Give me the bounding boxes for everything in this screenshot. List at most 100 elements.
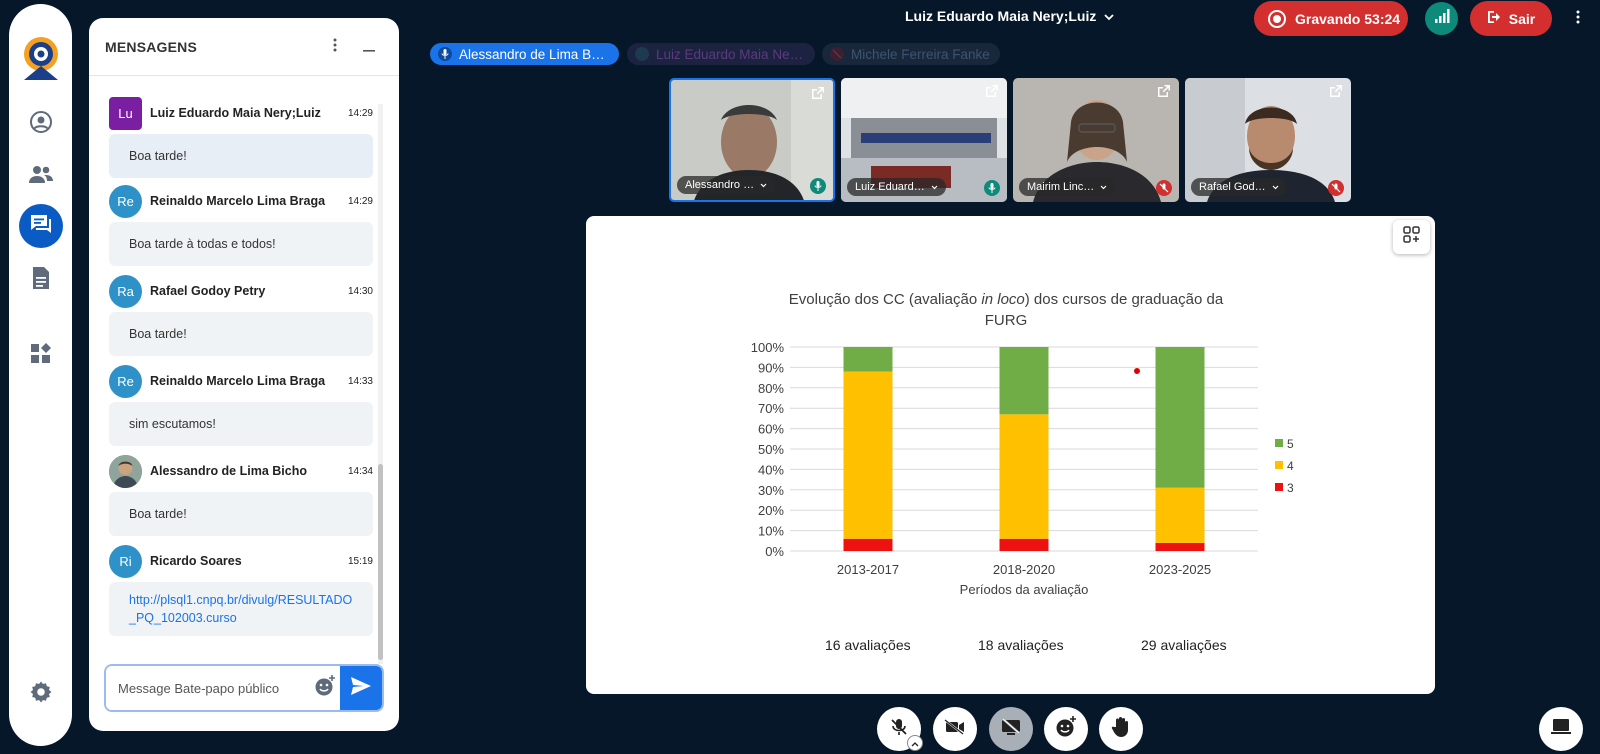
talking-indicator[interactable]: Luiz Eduardo Maia Ne… bbox=[627, 43, 815, 65]
chat-message: Re Reinaldo Marcelo Lima Braga 14:29 Boa… bbox=[109, 184, 373, 266]
presentation-icon bbox=[1551, 718, 1571, 741]
chevron-down-icon bbox=[1104, 8, 1114, 24]
avatar: Ri bbox=[109, 544, 142, 578]
popout-icon[interactable] bbox=[811, 86, 827, 102]
video-tile[interactable]: Luiz Eduard… bbox=[841, 78, 1007, 202]
y-tick-label: 60% bbox=[758, 422, 784, 437]
y-tick-label: 20% bbox=[758, 503, 784, 518]
sender-name: Reinaldo Marcelo Lima Braga bbox=[150, 194, 326, 208]
message-composer bbox=[104, 664, 384, 712]
settings-button[interactable] bbox=[19, 672, 63, 716]
signal-bars-icon bbox=[1434, 8, 1450, 29]
sender-name: Alessandro de Lima Bicho bbox=[150, 464, 307, 478]
minimize-presentation-button[interactable] bbox=[1539, 707, 1583, 751]
participant-name-text: Rafael God… bbox=[1199, 181, 1266, 193]
message-text: http://plsql1.cnpq.br/divulg/RESULTADO_P… bbox=[109, 582, 373, 636]
message-input[interactable] bbox=[106, 666, 310, 710]
talker-name: Michele Ferreira Fanke bbox=[851, 46, 990, 62]
bar-segment bbox=[999, 538, 1049, 551]
popout-icon[interactable] bbox=[1329, 84, 1345, 100]
talking-indicator[interactable]: Alessandro de Lima B… bbox=[430, 43, 619, 65]
muted-microphone-icon bbox=[1328, 180, 1344, 196]
microphone-icon bbox=[810, 178, 826, 194]
meeting-name-button[interactable]: Luiz Eduardo Maia Nery;Luiz bbox=[905, 8, 1114, 24]
raise-hand-button[interactable] bbox=[1099, 707, 1143, 751]
message-link[interactable]: http://plsql1.cnpq.br/divulg/RESULTADO_P… bbox=[129, 593, 353, 625]
leave-button[interactable]: Sair bbox=[1470, 1, 1552, 36]
video-tile[interactable]: Alessandro … bbox=[669, 78, 835, 202]
participant-name[interactable]: Mairim Linc… bbox=[1019, 178, 1116, 196]
audio-settings-button[interactable] bbox=[907, 735, 923, 751]
microphone-icon bbox=[984, 180, 1000, 196]
participant-name[interactable]: Rafael God… bbox=[1191, 178, 1287, 196]
unmute-button[interactable] bbox=[877, 707, 923, 751]
kebab-icon bbox=[1576, 10, 1580, 29]
user-circle-icon bbox=[29, 110, 53, 139]
gear-icon bbox=[29, 680, 53, 709]
layout-grid-icon bbox=[1402, 225, 1422, 250]
x-tick-label: 2023-2025 bbox=[1149, 562, 1211, 577]
x-tick-label: 2013-2017 bbox=[837, 562, 899, 577]
exit-icon bbox=[1487, 10, 1503, 27]
minimize-chat-button[interactable] bbox=[355, 33, 383, 61]
bar-segment bbox=[1155, 542, 1205, 551]
scrollbar-thumb[interactable] bbox=[378, 464, 383, 660]
bar-segment bbox=[1155, 347, 1205, 488]
legend-swatch bbox=[1275, 461, 1283, 469]
bar-segment bbox=[843, 371, 893, 539]
more-options-button[interactable] bbox=[1570, 8, 1586, 30]
apps-button[interactable] bbox=[19, 334, 63, 378]
muted-microphone-icon bbox=[1156, 180, 1172, 196]
y-tick-label: 0% bbox=[765, 544, 784, 559]
emoji-button[interactable] bbox=[310, 673, 340, 703]
avatar: Re bbox=[109, 364, 142, 398]
message-text: Boa tarde à todas e todos! bbox=[109, 222, 373, 266]
reactions-button[interactable] bbox=[1044, 707, 1088, 751]
chart-title-part: ) dos cursos de graduação da FURG bbox=[984, 291, 1224, 329]
y-tick-label: 80% bbox=[758, 381, 784, 396]
notes-button[interactable] bbox=[19, 258, 63, 302]
chat-message: Alessandro de Lima Bicho 14:34 Boa tarde… bbox=[109, 454, 373, 536]
video-tile[interactable]: Rafael God… bbox=[1185, 78, 1351, 202]
send-icon bbox=[350, 676, 372, 701]
camera-button[interactable] bbox=[933, 707, 977, 751]
legend-swatch bbox=[1275, 439, 1283, 447]
send-button[interactable] bbox=[340, 666, 382, 710]
talker-name: Alessandro de Lima B… bbox=[459, 46, 605, 62]
message-text: Boa tarde! bbox=[109, 312, 373, 356]
avatar: Lu bbox=[109, 96, 142, 130]
kebab-icon bbox=[333, 38, 337, 55]
chart-title-part: Evolução dos CC (avaliação bbox=[788, 291, 982, 308]
video-tile[interactable]: Mairim Linc… bbox=[1013, 78, 1179, 202]
emoji-icon bbox=[314, 674, 336, 702]
message-text: Boa tarde! bbox=[109, 492, 373, 536]
period-count: 18 avaliações bbox=[978, 637, 1064, 653]
profile-button[interactable] bbox=[19, 102, 63, 146]
hand-icon bbox=[1111, 716, 1131, 743]
chevron-down-icon bbox=[931, 181, 938, 193]
bar-segment bbox=[843, 347, 893, 372]
chat-scrollbar[interactable] bbox=[378, 104, 383, 664]
screen-share-off-icon bbox=[1000, 717, 1022, 741]
y-tick-label: 50% bbox=[758, 442, 784, 457]
muted-microphone-icon bbox=[889, 717, 909, 742]
popout-icon[interactable] bbox=[985, 84, 1001, 100]
message-text: sim escutamos! bbox=[109, 402, 373, 446]
screen-share-button[interactable] bbox=[989, 707, 1033, 751]
participant-name[interactable]: Luiz Eduard… bbox=[847, 178, 946, 196]
recording-button[interactable]: Gravando 53:24 bbox=[1254, 1, 1408, 36]
participants-button[interactable] bbox=[19, 154, 63, 198]
message-list[interactable]: Lu Luiz Eduardo Maia Nery;Luiz 14:29 Boa… bbox=[89, 96, 379, 666]
connection-status-button[interactable] bbox=[1425, 2, 1458, 35]
layout-button[interactable] bbox=[1393, 220, 1430, 254]
popout-icon[interactable] bbox=[1157, 84, 1173, 100]
y-tick-label: 70% bbox=[758, 401, 784, 416]
y-tick-label: 40% bbox=[758, 462, 784, 477]
participant-name[interactable]: Alessandro … bbox=[677, 176, 776, 194]
chat-button[interactable] bbox=[19, 204, 63, 248]
x-tick-label: 2018-2020 bbox=[993, 562, 1055, 577]
talking-indicator[interactable]: Michele Ferreira Fanke bbox=[822, 43, 1000, 65]
message-time: 14:33 bbox=[347, 375, 373, 387]
message-time: 14:29 bbox=[347, 195, 373, 207]
chat-options-button[interactable] bbox=[321, 33, 349, 61]
